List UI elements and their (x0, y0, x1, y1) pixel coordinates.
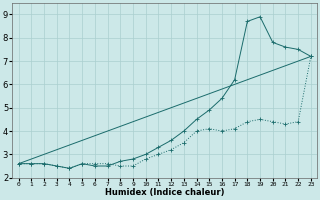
X-axis label: Humidex (Indice chaleur): Humidex (Indice chaleur) (105, 188, 225, 197)
